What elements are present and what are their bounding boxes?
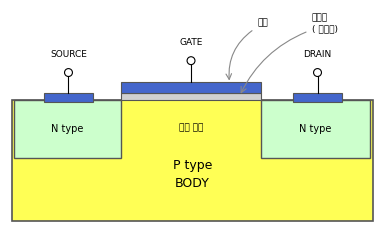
Text: GATE: GATE [179,38,203,47]
Bar [121,93,261,100]
Bar [261,100,370,157]
Text: DRAIN: DRAIN [303,50,332,59]
Bar [44,93,93,102]
Text: 산화막
( 절연체): 산화막 ( 절연체) [312,13,338,33]
Bar [14,100,121,157]
Text: P type
BODY: P type BODY [173,159,212,190]
Text: 소널 영역: 소널 영역 [179,123,203,132]
Text: N type: N type [51,124,84,134]
Bar [12,100,373,221]
Text: SOURCE: SOURCE [50,50,87,59]
Text: N type: N type [300,124,332,134]
Text: 금속: 금속 [257,19,268,28]
Bar [121,82,261,93]
Bar [293,93,342,102]
